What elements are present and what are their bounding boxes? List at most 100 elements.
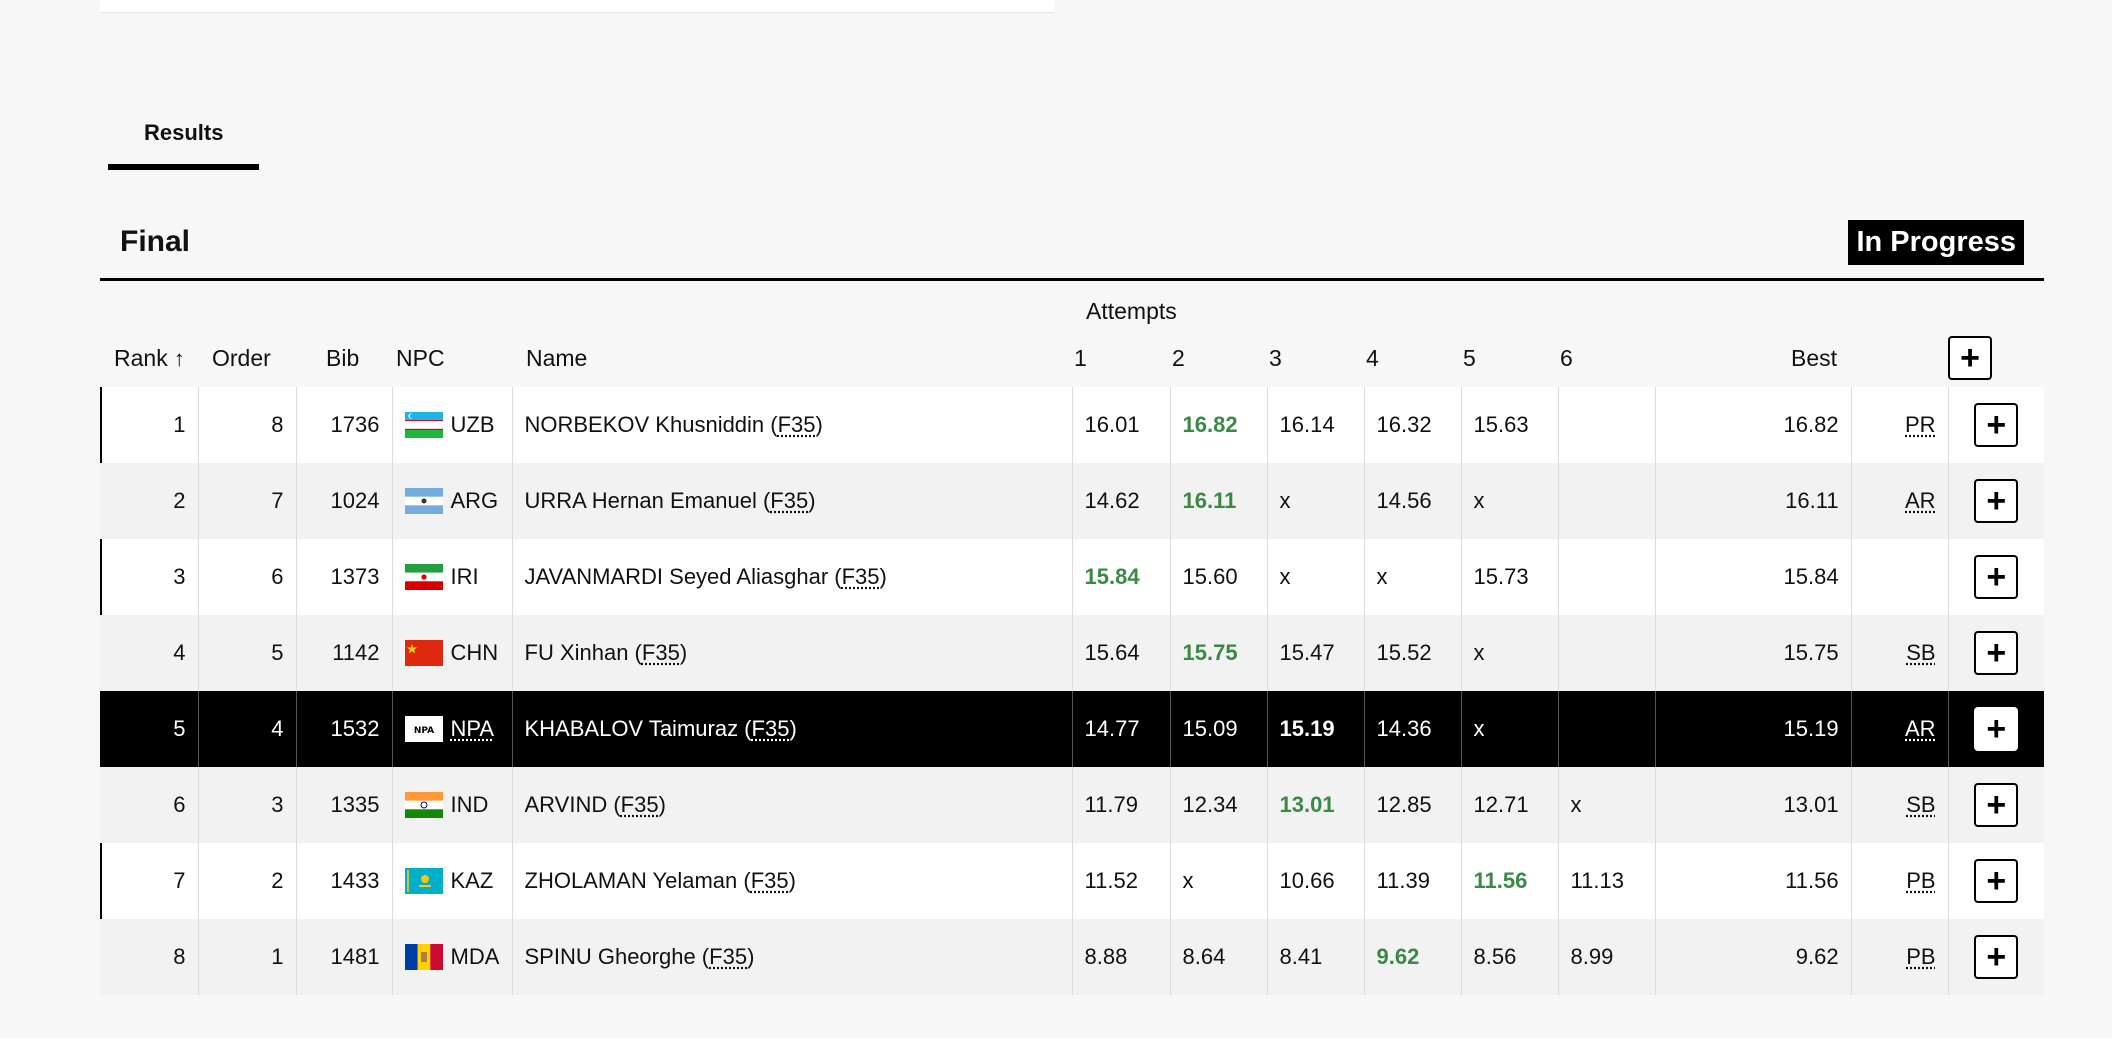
attempt-6-cell [1557,539,1656,615]
record-tag[interactable]: PB [1906,944,1936,969]
record-tag[interactable]: SB [1906,640,1936,665]
rank-cell: 7 [100,843,198,919]
table-row[interactable]: 5 4 1532 NPA NPA KHABALOV Taimuraz (F35) 14.77… [100,691,2045,767]
phase-title: Final [120,225,191,258]
athlete-name-cell: URRA Hernan Emanuel (F35) [511,463,1073,539]
record-tag[interactable]: AR [1905,716,1936,741]
expand-row-button[interactable]: + [1974,783,2019,827]
expand-row-button[interactable]: + [1974,403,2019,447]
record-tag[interactable]: PB [1906,868,1936,893]
npc-cell: UZB [391,387,512,463]
record-tag[interactable]: AR [1905,488,1936,513]
sport-class[interactable]: F35 [750,868,789,893]
athlete-name[interactable]: KHABALOV Taimuraz ( [524,716,752,741]
table-row[interactable]: 1 8 1736 UZB NORBEKOV Khusniddin (F35) 16.01 1… [100,387,2045,463]
order-cell: 6 [197,539,296,615]
npa-flag-icon: NPA [404,716,443,742]
col-attempt-6: 6 [1560,344,1573,371]
attempt-3-cell: x [1266,463,1365,539]
sport-class[interactable]: F35 [709,944,748,969]
bib-cell: 1373 [295,539,392,615]
col-rank[interactable]: Rank ↑ [114,344,185,371]
athlete-name-cell: ZHOLAMAN Yelaman (F35) [511,843,1073,919]
col-name: Name [526,344,588,371]
table-row[interactable]: 8 1 1481 MDA SPINU Gheorghe (F35) 8.88 8.64 8.4… [100,919,2045,995]
rank-cell: 6 [100,767,198,843]
order-cell: 4 [197,691,296,767]
attempt-2-cell: 8.64 [1169,919,1268,995]
best-cell: 15.75 [1654,615,1852,691]
npc-code: IRI [450,564,479,589]
attempt-2-cell: x [1169,843,1268,919]
rank-cell: 1 [100,387,198,463]
attempt-6-cell [1557,387,1656,463]
npc-code[interactable]: NPA [450,716,495,741]
col-npc: NPC [396,344,445,371]
uzb-flag-icon [404,412,443,438]
expand-row-button[interactable]: + [1974,631,2019,675]
attempt-6-cell: x [1557,767,1656,843]
attempt-6-cell [1557,615,1656,691]
attempt-3-cell: 13.01 [1266,767,1365,843]
athlete-name-cell: KHABALOV Taimuraz (F35) [511,691,1073,767]
rank-cell: 4 [100,615,198,691]
sport-class[interactable]: F35 [777,412,816,437]
col-attempt-5: 5 [1463,344,1476,371]
attempt-2-cell: 15.09 [1169,691,1268,767]
table-row[interactable]: 3 6 1373 IRI JAVANMARDI Seyed Aliasghar (F35… [100,539,2045,615]
attempt-5-cell: 8.56 [1460,919,1559,995]
expand-row-button[interactable]: + [1974,935,2019,979]
attempt-1-cell: 14.77 [1071,691,1171,767]
record-tag[interactable]: SB [1906,792,1936,817]
sport-class[interactable]: F35 [620,792,659,817]
attempt-5-cell: 15.63 [1460,387,1559,463]
athlete-name[interactable]: FU Xinhan ( [524,640,642,665]
previous-section-card [100,0,1054,13]
athlete-name[interactable]: SPINU Gheorghe ( [524,944,710,969]
sport-class[interactable]: F35 [770,488,809,513]
npc-code: ARG [450,488,499,513]
npc-cell: IND [391,767,512,843]
kaz-flag-icon [404,868,443,894]
sport-class[interactable]: F35 [641,640,680,665]
iri-flag-icon [404,564,443,590]
attempt-4-cell: 12.85 [1363,767,1462,843]
attempt-2-cell: 16.11 [1169,463,1268,539]
table-row[interactable]: 2 7 1024 ARG URRA Hernan Emanuel (F35) 14.62 1… [100,463,2045,539]
attempt-5-cell: x [1460,463,1559,539]
rank-cell: 5 [100,691,198,767]
attempt-1-cell: 14.62 [1071,463,1171,539]
expand-row-button[interactable]: + [1974,707,2019,751]
athlete-name[interactable]: JAVANMARDI Seyed Aliasghar ( [524,564,842,589]
sort-ascending-icon[interactable]: ↑ [173,345,185,371]
expand-row-button[interactable]: + [1974,859,2019,903]
npc-cell: IRI [391,539,512,615]
expand-row-button[interactable]: + [1974,555,2019,599]
expand-row-button[interactable]: + [1974,479,2019,523]
attempt-5-cell: 11.56 [1460,843,1559,919]
attempt-6-cell: 11.13 [1557,843,1656,919]
best-cell: 9.62 [1654,919,1852,995]
tab-results[interactable]: Results [108,112,260,170]
athlete-name[interactable]: ARVIND ( [524,792,621,817]
arg-flag-icon [404,488,443,514]
expand-all-button[interactable]: + [1948,336,1993,380]
table-row[interactable]: 4 5 1142 CHN FU Xinhan (F35) 15.64 15.75 15.47 1… [100,615,2045,691]
bib-cell: 1142 [295,615,392,691]
athlete-name-cell: FU Xinhan (F35) [511,615,1073,691]
athlete-name[interactable]: URRA Hernan Emanuel ( [524,488,771,513]
athlete-name[interactable]: ZHOLAMAN Yelaman ( [524,868,751,893]
table-row[interactable]: 6 3 1335 IND ARVIND (F35) 11.79 12.34 13.01 12.8… [100,767,2045,843]
order-cell: 2 [197,843,296,919]
npc-cell: ARG [391,463,512,539]
rank-cell: 2 [100,463,198,539]
attempt-1-cell: 15.64 [1071,615,1171,691]
sport-class[interactable]: F35 [751,716,790,741]
athlete-name-cell: NORBEKOV Khusniddin (F35) [511,387,1073,463]
attempt-5-cell: 15.73 [1460,539,1559,615]
attempt-3-cell: 16.14 [1266,387,1365,463]
record-tag[interactable]: PR [1905,412,1936,437]
athlete-name[interactable]: NORBEKOV Khusniddin ( [524,412,778,437]
table-row[interactable]: 7 2 1433 KAZ ZHOLAMAN Yelaman (F35) 11.52 x 10.… [100,843,2045,919]
sport-class[interactable]: F35 [841,564,880,589]
